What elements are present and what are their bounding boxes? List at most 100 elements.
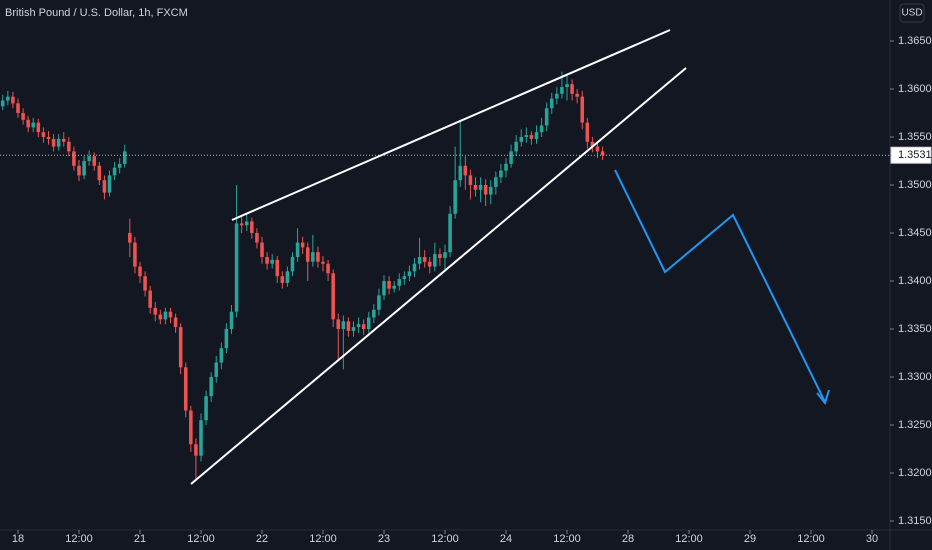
candle-body [255,232,259,243]
x-tick-label: 22 [256,533,268,545]
currency-badge[interactable] [899,3,925,23]
candle-body [219,348,224,363]
candle-body [361,324,366,329]
y-tick-label: 1.33000 [898,371,932,383]
candle-body [107,175,112,193]
x-tick-label: 28 [622,533,634,545]
y-tick-label: 1.34500 [898,227,932,239]
x-tick-label: 23 [378,533,390,545]
candle-body [351,327,356,331]
candle-body [117,163,122,168]
candle-body [280,276,285,283]
candle-body [275,259,280,277]
candle-body [366,317,371,329]
candle-body [336,319,341,329]
candle-body [504,163,508,171]
currency-label[interactable]: USD [901,8,922,19]
y-tick-label: 1.32000 [898,467,932,479]
candle-body [122,151,127,164]
candle-body [92,156,97,166]
candle-body [158,314,163,320]
candle-body [570,84,574,94]
candle-body [534,132,539,139]
y-tick-label: 1.36500 [898,35,932,47]
plot-area [0,71,890,481]
candle-body [87,156,91,161]
candle-body [128,232,132,243]
candle-body [46,136,51,139]
candle-body [427,261,432,267]
candle-body [580,96,585,123]
candle-body [67,141,71,152]
candle-body [377,295,381,310]
candle-body [387,280,391,289]
candle-body [138,266,142,277]
lower-trend-line [190,67,687,485]
y-tick-label: 1.32500 [898,419,932,431]
x-tick-label: 12:00 [309,533,337,545]
candle-body [458,165,463,181]
candle-body [163,311,168,320]
candle-body [234,223,239,312]
last-price-label: 1.35310 [898,149,932,161]
x-tick-label: 18 [12,533,24,545]
candle-body [16,103,20,113]
candle-body [168,311,173,318]
candle-body [214,362,219,377]
candle-body [438,254,442,258]
candle-body [468,175,473,185]
candle-body [346,321,351,331]
x-tick-label: 12:00 [553,533,581,545]
candle-body [392,285,396,289]
x-tick-label: 30 [866,533,878,545]
candle-body [326,263,330,274]
candle-body [148,290,152,308]
candle-body [250,221,254,233]
candle-body [341,321,346,329]
candle-body [112,167,117,176]
x-tick-label: 12:00 [431,533,459,545]
candle-body [102,180,107,193]
candle-body [26,119,30,128]
candle-body [316,252,320,262]
candle-body [549,98,554,109]
candle-body [565,84,569,88]
candle-body [229,311,234,329]
candle-body [0,100,5,107]
y-tick-label: 1.34000 [898,275,932,287]
candle-body [443,252,447,258]
candle-body [590,141,595,147]
candle-body [41,132,46,137]
forecast-arrowhead [816,389,830,406]
candle-body [300,242,305,248]
y-tick-label: 1.33500 [898,323,932,335]
candle-body [82,160,86,176]
candle-body [514,141,518,152]
candle-body [72,151,76,166]
candle-body [560,87,564,94]
candle-body [519,136,524,142]
candle-body [321,261,325,264]
candle-body [555,93,559,99]
candle-body [270,259,274,264]
candle-body [433,254,437,267]
candle-body [529,135,534,139]
y-tick-label: 1.35000 [898,179,932,191]
candle-body [143,276,147,291]
candle-body [453,180,457,214]
x-tick-label: 12:00 [797,533,825,545]
candle-body [331,273,335,320]
last-price-box [890,146,932,164]
x-tick-label: 29 [744,533,756,545]
candle-body [585,122,590,142]
x-tick-label: 24 [500,533,512,545]
x-tick-label: 12:00 [65,533,93,545]
candle-body [36,122,41,133]
candle-body [21,112,25,120]
drawings [190,29,830,485]
candle-body [11,96,15,104]
chart-title: British Pound / U.S. Dollar, 1h, FXCM [5,7,188,19]
candle-body [488,186,493,195]
candle-body [244,221,249,226]
